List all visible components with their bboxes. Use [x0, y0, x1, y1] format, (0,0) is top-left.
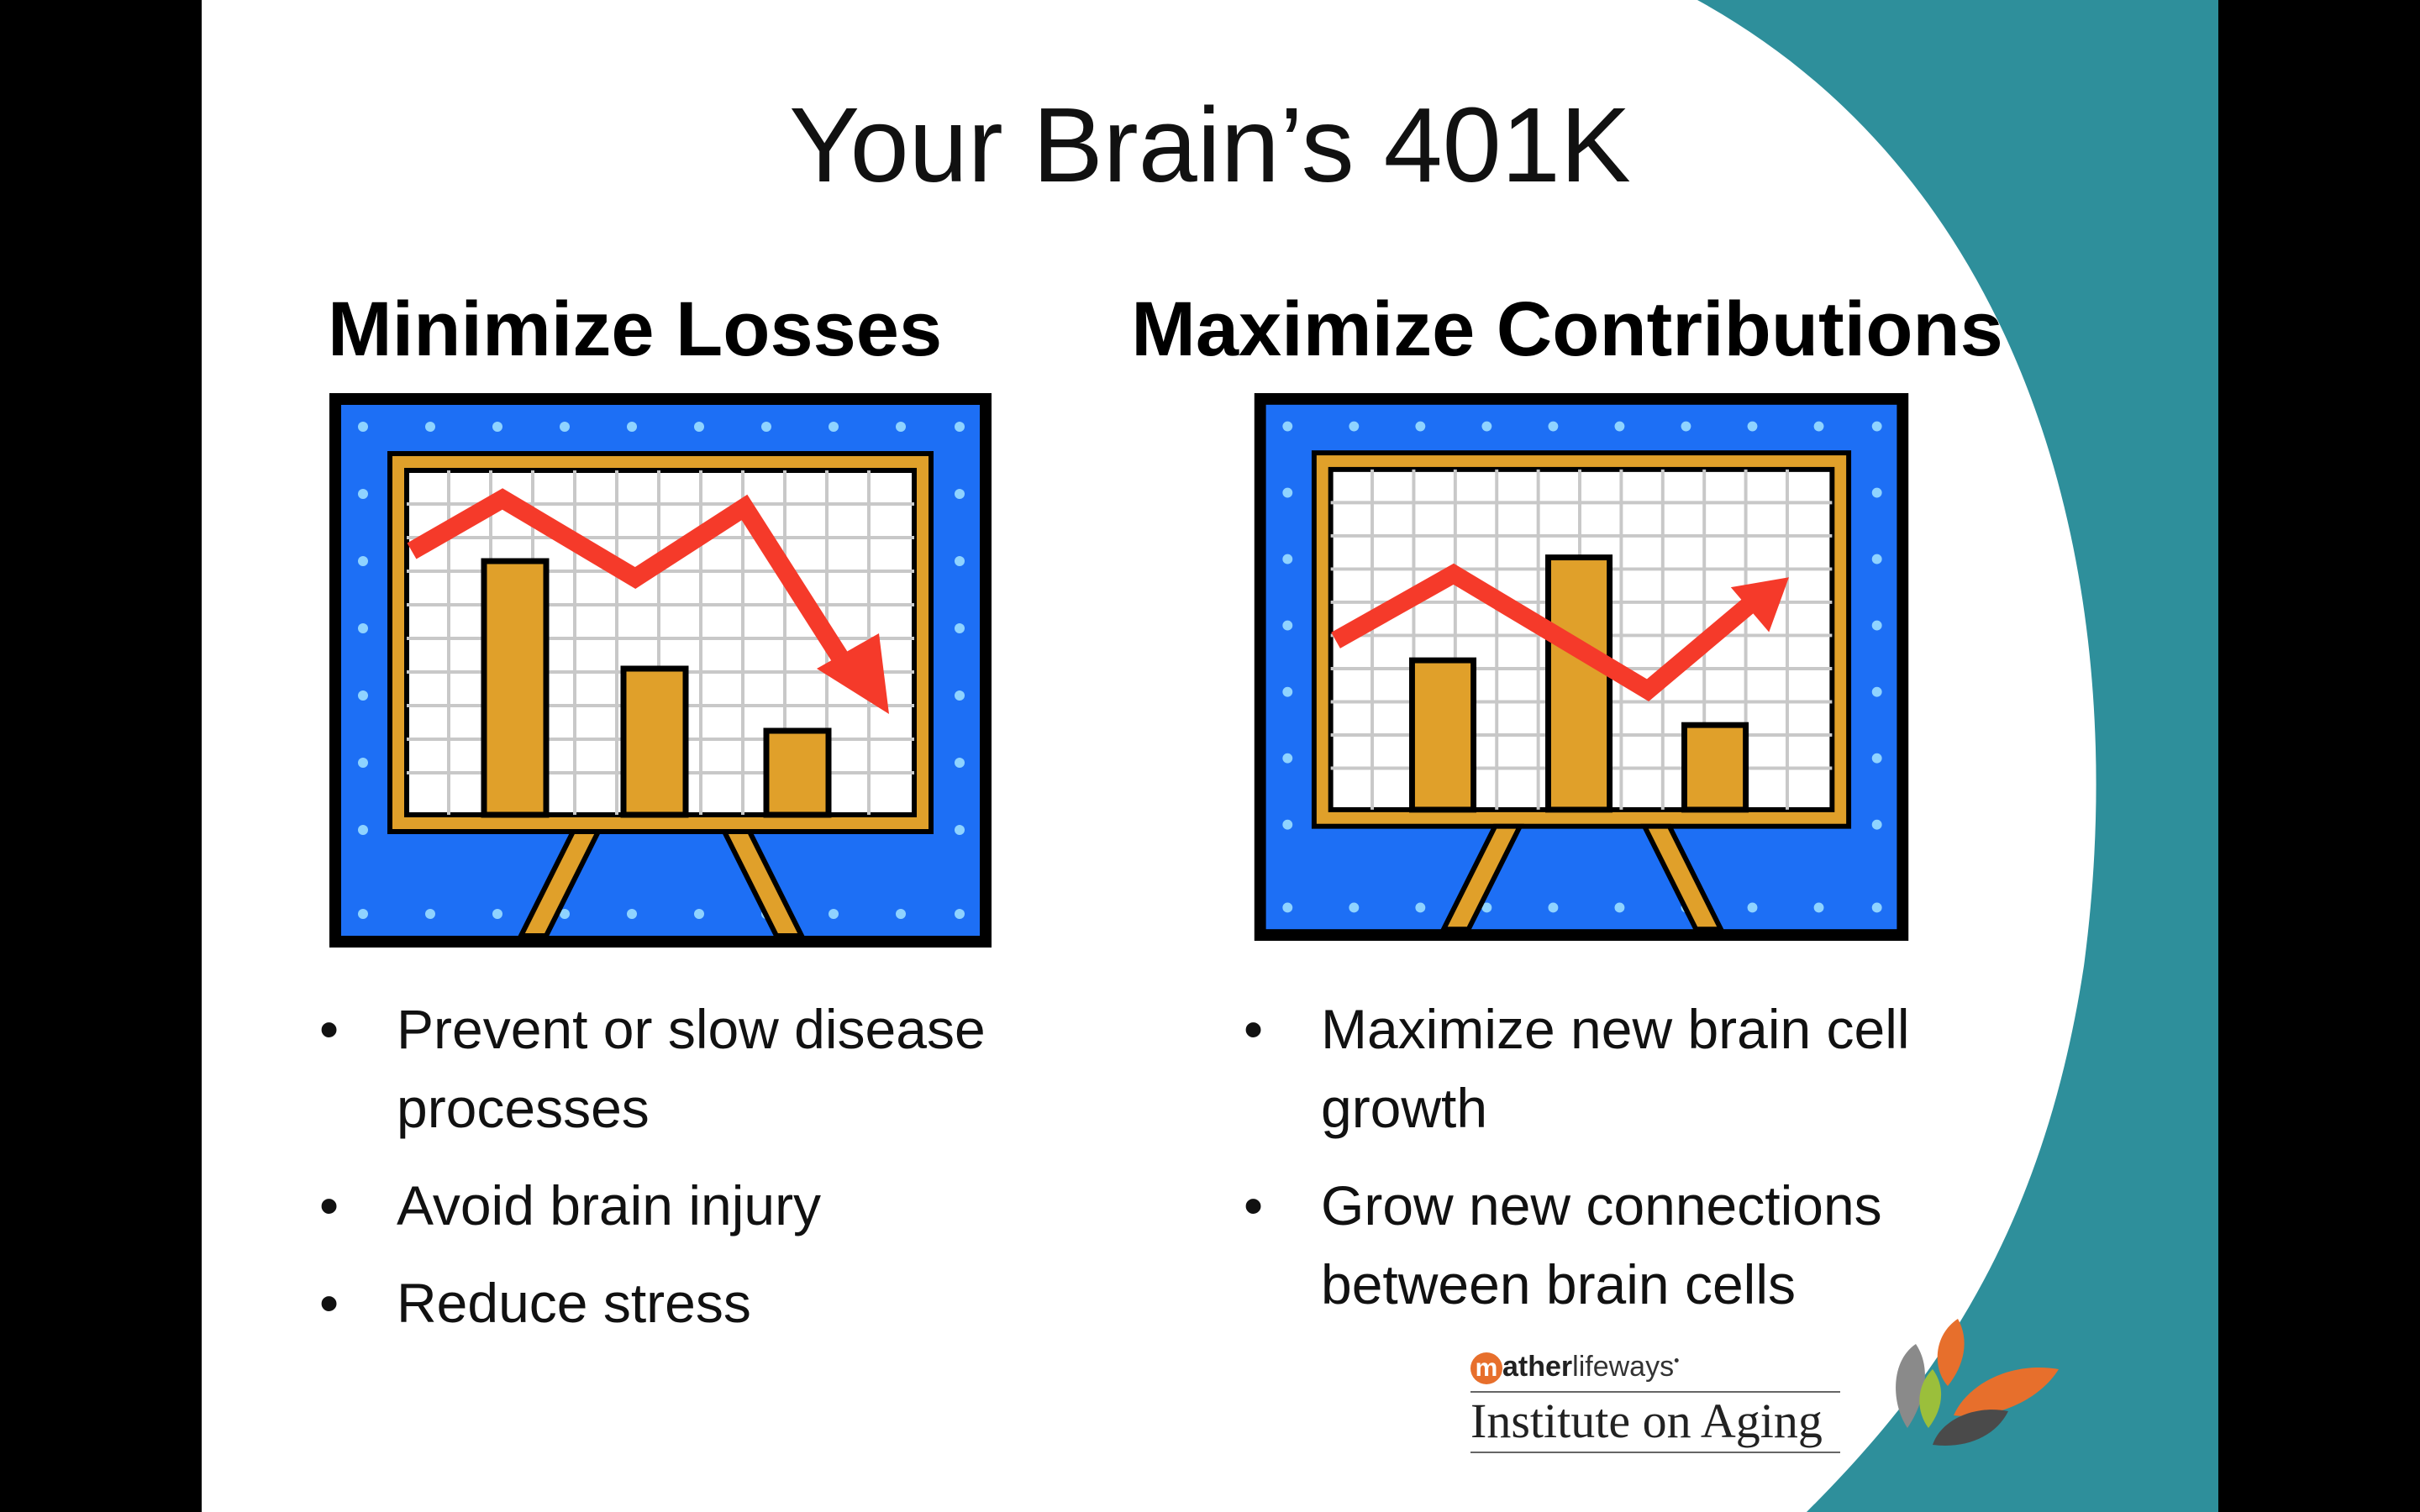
teal-background-shape	[1697, 0, 2218, 1512]
right-bullet-list: • Maximize new brain cell growth • Grow ne…	[1244, 990, 1966, 1342]
list-item: • Prevent or slow disease processes	[319, 998, 986, 1139]
mather-lifeways-wordmark: m atherlifeways•	[1470, 1351, 1679, 1385]
list-item: • Grow new connections between brain cell…	[1244, 1174, 1882, 1315]
institute-on-aging-logo: m atherlifeways• Institute on Aging	[1470, 1344, 1857, 1453]
list-item: • Maximize new brain cell growth	[1244, 998, 1910, 1139]
rising-chart-clipart	[1254, 393, 1909, 941]
leaf-logo-icon	[1896, 1319, 2059, 1446]
slide-title: Your Brain’s 401K	[789, 86, 1631, 204]
slide: Your Brain’s 401K Minimize Losses Maximi…	[202, 0, 2218, 1512]
minimize-losses-heading: Minimize Losses	[328, 286, 943, 372]
declining-chart-clipart	[329, 393, 992, 948]
list-item: • Reduce stress	[319, 1272, 751, 1334]
logo-rule	[1470, 1391, 1840, 1393]
logo-rule	[1470, 1452, 1840, 1453]
maximize-contributions-heading: Maximize Contributions	[1131, 286, 2003, 372]
left-bullet-list: • Prevent or slow disease processes • Avoi…	[319, 990, 1008, 1361]
list-item: • Avoid brain injury	[319, 1174, 822, 1236]
institute-name: Institute on Aging	[1470, 1394, 1823, 1448]
